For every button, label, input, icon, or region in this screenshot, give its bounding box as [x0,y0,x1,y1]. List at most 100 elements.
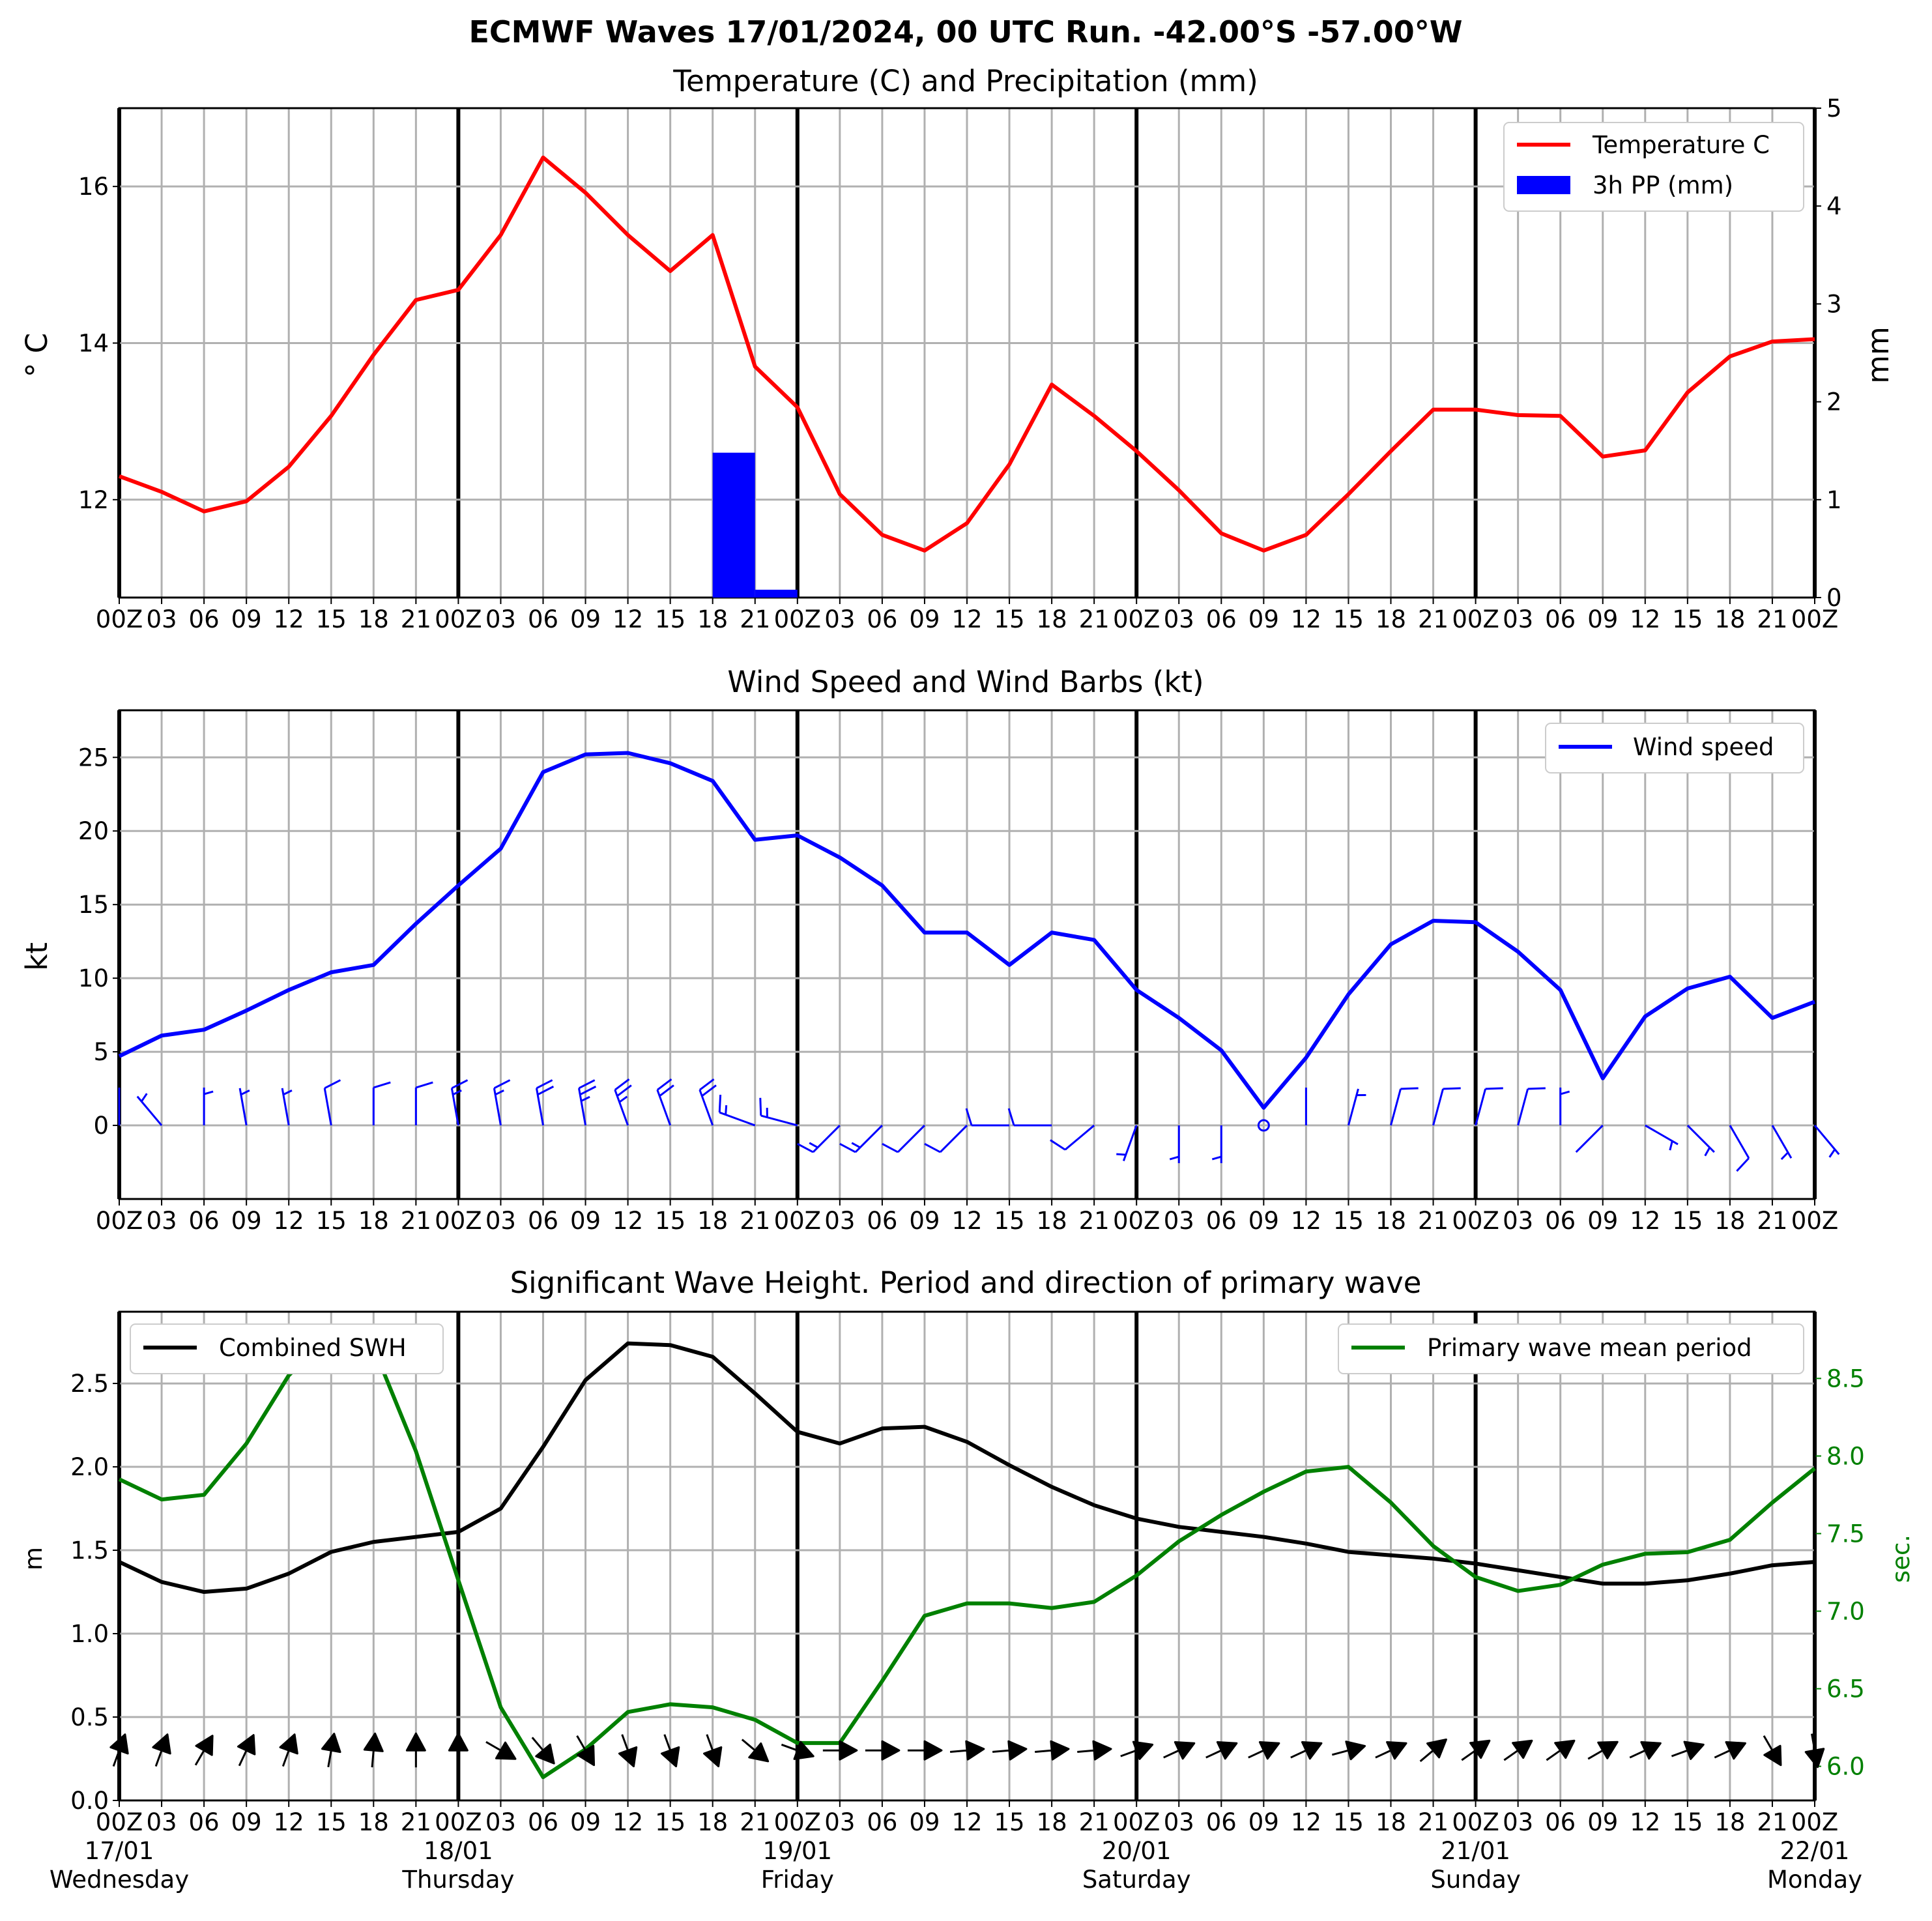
x-tick-label: 09 [1248,1808,1279,1836]
wave-direction-arrow [1163,1741,1196,1760]
temperature-precip-panel: Temperature (C) and Precipitation (mm) °… [20,64,1896,384]
wave-direction-arrow [822,1740,858,1761]
y-tick-label: 5 [93,1038,109,1066]
wind-barb [323,1079,341,1126]
date-label: 18/01 [424,1837,493,1865]
x-tick-label: 12 [951,605,982,633]
x-tick-label: 18 [1037,1207,1067,1235]
wave-direction-arrow [1587,1740,1619,1760]
wave-direction-arrow [1714,1741,1746,1760]
wave-direction-arrow [237,1734,256,1767]
x-tick-label: 06 [189,1207,220,1235]
x-tick-label: 18 [1376,1207,1406,1235]
x-tick-label: 12 [274,605,304,633]
swh-line [118,1341,1815,1595]
x-tick-label: 09 [1587,1808,1618,1836]
x-tick-label: 03 [1503,605,1533,633]
wind-barb [450,1079,469,1126]
y-tick-label: 0.5 [70,1703,109,1731]
x-tick-label: 21 [1757,1808,1787,1836]
x-tick-label: 15 [994,1207,1025,1235]
period-legend: Primary wave mean period [1338,1323,1804,1374]
x-tick-label: 15 [316,605,347,633]
x-tick-label: 06 [189,605,220,633]
date-label: 17/01 [85,1837,154,1865]
wave-direction-arrow [1503,1739,1533,1761]
wave-direction-arrow [109,1733,129,1767]
wave-direction-arrow [1419,1739,1447,1763]
x-tick-label: 12 [1291,1207,1321,1235]
wind-speed-line [118,751,1816,1110]
x-tick-label: 12 [1630,1207,1660,1235]
y-tick-label: 0.0 [70,1787,109,1815]
x-tick-label: 21 [1418,605,1449,633]
wind-barb [1211,1125,1222,1164]
wave-direction-arrow [321,1733,341,1768]
wave-direction-arrow [1804,1733,1825,1769]
wind-barb [1348,1088,1366,1126]
y-tick-label: 10 [78,964,109,992]
x-tick-label: 06 [528,1207,558,1235]
x-tick-label: 18 [358,1207,389,1235]
y-tick-label: 14 [78,329,109,357]
x-tick-label: 09 [231,605,262,633]
wave-direction-arrows [109,1732,1825,1769]
weekday-label: Sunday [1430,1866,1520,1894]
x-tick-label: 15 [1333,1207,1364,1235]
y-tick-label: 20 [78,817,109,845]
y-tick-label: 25 [78,744,109,772]
x-tick-label: 15 [655,1207,685,1235]
figure-title: ECMWF Waves 17/01/2024, 00 UTC Run. -42.… [469,14,1462,50]
y-tick-label: 2.0 [70,1453,109,1481]
wind-barb [414,1081,433,1126]
x-tick-label: 09 [231,1207,262,1235]
wind-barb [238,1088,250,1126]
x-tick-label: 03 [824,1207,855,1235]
x-tick-label: 12 [1630,1808,1660,1836]
wind-barb [1575,1124,1604,1153]
x-tick-label: 21 [401,1207,431,1235]
wind-barb [1116,1125,1138,1162]
wind-barb [1729,1125,1750,1172]
x-tick-label: 21 [1418,1808,1449,1836]
x-tick-label: 09 [1248,1207,1279,1235]
x-tick-label: 18 [1714,1207,1745,1235]
x-tick-label: 15 [316,1808,347,1836]
x-tick-label: 09 [909,1808,940,1836]
x-tick-label: 00Z [1791,1207,1838,1235]
x-tick-label: 03 [824,605,855,633]
x-tick-label: 18 [697,1207,728,1235]
wind-barb [1686,1124,1715,1157]
x-tick-label: 06 [528,605,558,633]
x-tick-label: 18 [1714,1808,1745,1836]
precip-bar [712,452,755,598]
wind-barb [493,1079,511,1126]
swh-legend: Combined SWH [130,1323,444,1374]
wave-direction-arrow [907,1740,943,1761]
weekday-label: Saturday [1082,1866,1191,1894]
legend-precip: 3h PP (mm) [1593,171,1733,199]
x-tick-label: 00Z [96,1808,143,1836]
x-tick-label: 00Z [435,605,482,633]
wave-direction-arrow [1461,1739,1491,1761]
y2-tick-label: 6.0 [1826,1753,1865,1781]
wave-direction-arrow [949,1740,985,1761]
wave-direction-arrow [1671,1740,1705,1760]
wave-direction-arrow [531,1737,555,1765]
x-tick-label: 12 [1291,1808,1321,1836]
x-tick-label: 12 [951,1808,982,1836]
wave-direction-arrow [405,1732,426,1768]
temperature-precip-legend: Temperature C 3h PP (mm) [1503,122,1804,212]
x-tick-label: 15 [1672,605,1703,633]
y-tick-label: 0 [93,1112,109,1140]
x-tick-label: 09 [1587,605,1618,633]
wind-barbs [118,1078,1840,1172]
x-tick-label: 12 [274,1207,304,1235]
wind-barb [924,1124,968,1153]
y2-tick-label: 1 [1826,486,1842,514]
x-tick-label: 00Z [774,605,821,633]
period-line [118,1333,1816,1780]
x-tick-label: 00Z [96,1207,143,1235]
